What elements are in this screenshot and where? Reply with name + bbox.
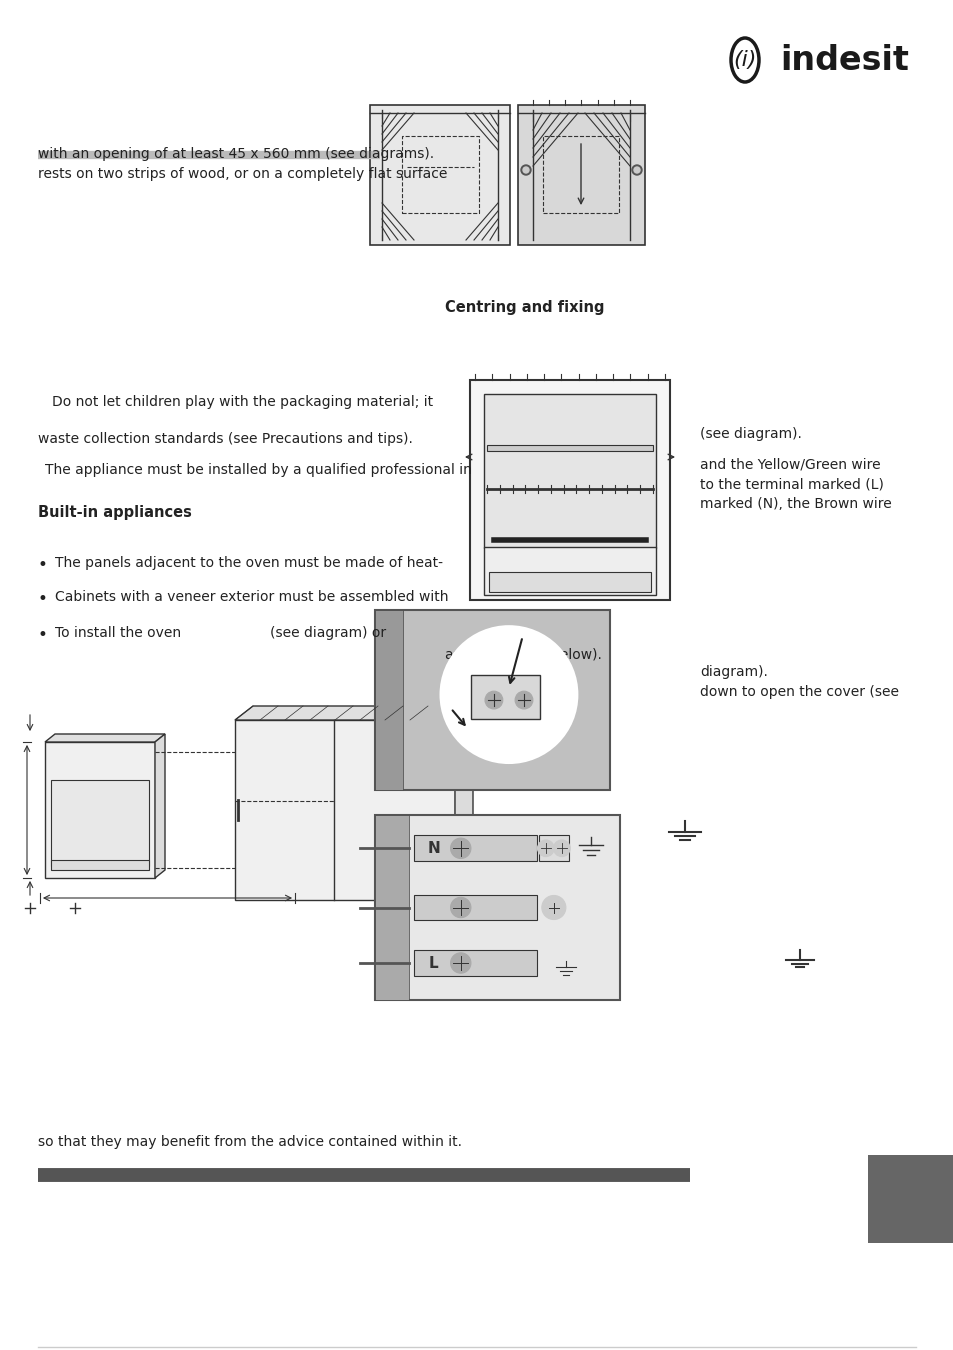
Bar — [234, 720, 455, 900]
Text: The appliance must be installed by a qualified professional in: The appliance must be installed by a qua… — [45, 463, 472, 477]
Polygon shape — [234, 706, 473, 720]
Bar — [375, 815, 619, 1000]
Circle shape — [553, 840, 570, 857]
Circle shape — [440, 626, 577, 763]
Text: rests on two strips of wood, or on a completely flat surface: rests on two strips of wood, or on a com… — [38, 167, 447, 181]
Bar — [414, 836, 537, 861]
Polygon shape — [45, 734, 165, 743]
Circle shape — [450, 898, 471, 918]
Bar — [483, 394, 656, 548]
Text: with an opening of at least 45 x 560 mm (see diagrams).: with an opening of at least 45 x 560 mm … — [38, 147, 434, 161]
Bar — [51, 860, 149, 869]
Text: to the terminal marked (L): to the terminal marked (L) — [700, 477, 882, 491]
Text: Centring and fixing: Centring and fixing — [444, 300, 604, 315]
Circle shape — [522, 167, 529, 173]
Circle shape — [541, 895, 565, 919]
Text: and the Yellow/Green wire: and the Yellow/Green wire — [700, 458, 880, 471]
Bar — [51, 780, 149, 865]
Circle shape — [450, 838, 471, 859]
Bar — [375, 815, 409, 1000]
Bar — [867, 1156, 953, 1243]
Text: •: • — [38, 626, 48, 644]
Circle shape — [634, 167, 639, 173]
Bar — [414, 950, 537, 976]
Text: indesit: indesit — [780, 43, 908, 77]
Bar — [483, 547, 656, 595]
Bar — [45, 743, 154, 878]
Bar — [470, 379, 669, 599]
Polygon shape — [455, 706, 473, 900]
Text: Do not let children play with the packaging material; it: Do not let children play with the packag… — [52, 396, 433, 409]
Text: so that they may benefit from the advice contained within it.: so that they may benefit from the advice… — [38, 1135, 461, 1149]
Bar — [370, 105, 510, 244]
Text: Built-in appliances: Built-in appliances — [38, 505, 192, 520]
Text: L: L — [429, 956, 438, 971]
Circle shape — [484, 691, 502, 709]
Text: down to open the cover (see: down to open the cover (see — [700, 684, 898, 699]
Text: (see diagram).: (see diagram). — [700, 427, 801, 441]
Circle shape — [515, 691, 533, 709]
Text: appliance (see below).: appliance (see below). — [444, 648, 601, 662]
Text: To install the oven: To install the oven — [55, 626, 181, 640]
Bar — [538, 836, 568, 861]
Bar — [375, 610, 609, 790]
Circle shape — [537, 840, 554, 857]
Bar — [489, 572, 650, 593]
Bar — [375, 610, 403, 790]
Bar — [471, 675, 539, 720]
Text: Cabinets with a veneer exterior must be assembled with: Cabinets with a veneer exterior must be … — [55, 590, 448, 603]
Text: marked (N), the Brown wire: marked (N), the Brown wire — [700, 497, 891, 512]
Text: •: • — [38, 556, 48, 574]
Text: (see diagram) or: (see diagram) or — [270, 626, 386, 640]
Bar — [414, 895, 537, 921]
Circle shape — [450, 953, 471, 973]
Text: waste collection standards (see Precautions and tips).: waste collection standards (see Precauti… — [38, 432, 413, 446]
Bar — [517, 105, 644, 244]
Text: The panels adjacent to the oven must be made of heat-: The panels adjacent to the oven must be … — [55, 556, 442, 570]
Text: (i): (i) — [733, 50, 756, 70]
Text: •: • — [38, 590, 48, 608]
Bar — [486, 446, 652, 451]
Text: diagram).: diagram). — [700, 666, 767, 679]
Polygon shape — [154, 734, 165, 878]
Text: N: N — [427, 841, 439, 856]
Circle shape — [631, 165, 641, 176]
Circle shape — [520, 165, 531, 176]
